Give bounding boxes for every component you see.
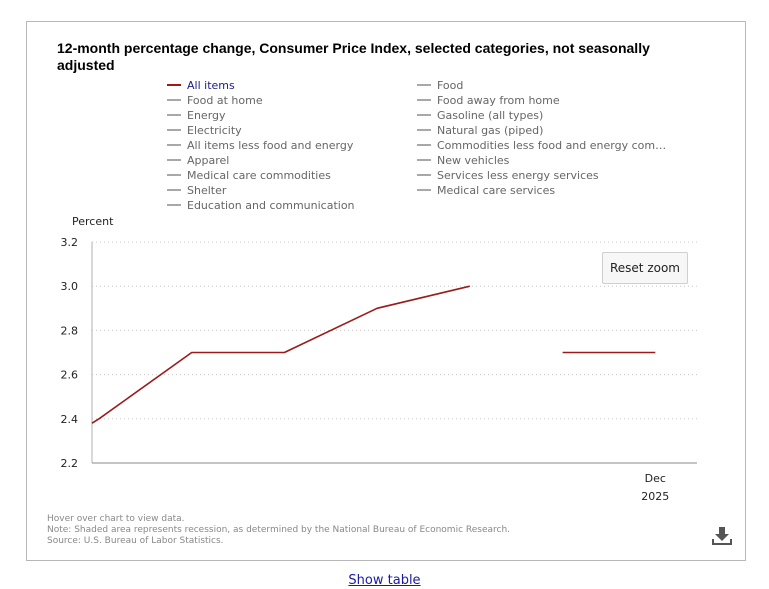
- legend-item[interactable]: Medical care services: [417, 184, 555, 199]
- x-tick-month-label: Dec: [645, 472, 666, 485]
- legend-label: Education and communication: [187, 199, 355, 212]
- legend-swatch-icon: [417, 114, 431, 116]
- legend-swatch-icon: [167, 174, 181, 176]
- show-table-link[interactable]: Show table: [348, 573, 421, 588]
- legend-label: Medical care commodities: [187, 169, 331, 182]
- legend-item[interactable]: Natural gas (piped): [417, 124, 543, 139]
- legend-item[interactable]: Electricity: [167, 124, 242, 139]
- legend-label: Energy: [187, 109, 226, 122]
- legend-item[interactable]: Gasoline (all types): [417, 109, 543, 124]
- legend-item[interactable]: All items: [167, 79, 235, 94]
- legend-swatch-icon: [167, 84, 181, 86]
- legend-label: New vehicles: [437, 154, 510, 167]
- legend-swatch-icon: [417, 144, 431, 146]
- legend-label: All items less food and energy: [187, 139, 354, 152]
- y-axis-label: Percent: [72, 215, 114, 228]
- legend-item[interactable]: New vehicles: [417, 154, 509, 169]
- y-tick-label: 3.0: [61, 280, 79, 293]
- legend-label: Apparel: [187, 154, 230, 167]
- legend-label: Gasoline (all types): [437, 109, 544, 122]
- legend-swatch-icon: [417, 189, 431, 191]
- y-tick-label: 3.2: [61, 236, 79, 249]
- legend-label: Natural gas (piped): [437, 124, 544, 137]
- legend-item[interactable]: Energy: [167, 109, 226, 124]
- legend-label: Electricity: [187, 124, 242, 137]
- y-tick-label: 2.6: [61, 369, 79, 382]
- legend-label: All items: [187, 79, 235, 92]
- recession-note: Note: Shaded area represents recession, …: [47, 525, 511, 535]
- legend-label: Food: [437, 79, 464, 92]
- legend-swatch-icon: [417, 129, 431, 131]
- legend-swatch-icon: [417, 159, 431, 161]
- legend-item[interactable]: All items less food and energy: [167, 139, 353, 154]
- hover-note: Hover over chart to view data.: [47, 514, 185, 524]
- chart-panel: 12-month percentage change, Consumer Pri…: [26, 21, 746, 561]
- legend-item[interactable]: Apparel: [167, 154, 229, 169]
- legend-item[interactable]: Services less energy services: [417, 169, 599, 184]
- legend-swatch-icon: [167, 129, 181, 131]
- legend-swatch-icon: [417, 174, 431, 176]
- legend-item[interactable]: Food away from home: [417, 94, 560, 109]
- source-note: Source: U.S. Bureau of Labor Statistics.: [47, 536, 224, 546]
- legend-label: Commodities less food and energy com…: [437, 139, 667, 152]
- legend-label: Food away from home: [437, 94, 560, 107]
- legend-item[interactable]: Shelter: [167, 184, 226, 199]
- y-tick-label: 2.2: [61, 457, 79, 470]
- legend-item[interactable]: Food: [417, 79, 463, 94]
- legend-item[interactable]: Commodities less food and energy com…: [417, 139, 666, 154]
- legend-swatch-icon: [167, 189, 181, 191]
- chart-title: 12-month percentage change, Consumer Pri…: [57, 40, 650, 73]
- legend-swatch-icon: [167, 159, 181, 161]
- plot-area[interactable]: 2.2 2.4 2.6 2.8 3.0 3.2 Dec 2025: [27, 22, 745, 560]
- legend-swatch-icon: [417, 84, 431, 86]
- legend-swatch-icon: [167, 99, 181, 101]
- x-tick-year-label: 2025: [641, 490, 669, 503]
- legend-swatch-icon: [167, 144, 181, 146]
- series-line-all-items: [91, 285, 470, 424]
- y-tick-label: 2.8: [61, 324, 79, 337]
- legend-item[interactable]: Education and communication: [167, 199, 355, 214]
- legend-swatch-icon: [167, 114, 181, 116]
- legend-label: Services less energy services: [437, 169, 599, 182]
- legend-swatch-icon: [167, 204, 181, 206]
- legend-item[interactable]: Food at home: [167, 94, 263, 109]
- y-tick-label: 2.4: [61, 413, 79, 426]
- download-icon[interactable]: [710, 524, 734, 548]
- legend-item[interactable]: Medical care commodities: [167, 169, 331, 184]
- legend-label: Shelter: [187, 184, 227, 197]
- legend-label: Food at home: [187, 94, 263, 107]
- reset-zoom-button[interactable]: Reset zoom: [602, 252, 688, 284]
- legend-label: Medical care services: [437, 184, 556, 197]
- chart-notes: Hover over chart to view data. Note: Sha…: [47, 514, 510, 547]
- legend-swatch-icon: [417, 99, 431, 101]
